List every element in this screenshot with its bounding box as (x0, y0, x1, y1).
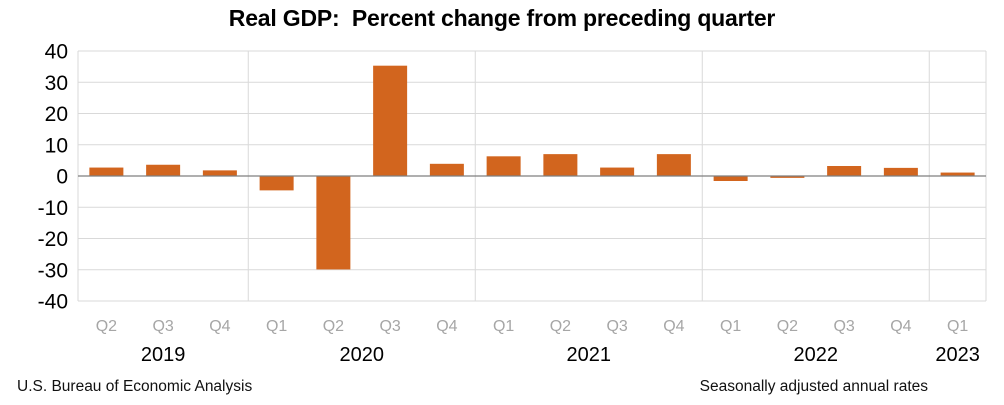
quarter-tick-label: Q3 (152, 318, 173, 335)
quarter-tick-label: Q3 (606, 318, 627, 335)
quarter-tick-label: Q4 (209, 318, 230, 335)
bar (827, 166, 862, 176)
quarter-tick-label: Q1 (266, 318, 287, 335)
bar (940, 172, 975, 176)
year-label: 2020 (340, 344, 385, 366)
chart-title: Real GDP: Percent change from preceding … (228, 5, 776, 31)
quarter-tick-label: Q4 (436, 318, 457, 335)
quarter-tick-label: Q4 (890, 318, 911, 335)
y-tick-label: 30 (45, 72, 68, 95)
quarter-tick-label: Q1 (493, 318, 514, 335)
bar (373, 65, 408, 176)
bar (883, 167, 918, 176)
bar (486, 156, 521, 176)
y-tick-label: 20 (45, 103, 68, 126)
bar (543, 154, 578, 176)
bar (202, 170, 237, 176)
bar (656, 154, 691, 176)
bar (429, 163, 464, 176)
quarter-tick-label: Q2 (323, 318, 344, 335)
y-tick-label: -10 (38, 197, 68, 220)
year-label: 2023 (935, 344, 980, 366)
bar (713, 176, 748, 181)
bar (770, 176, 805, 178)
bar (146, 164, 181, 176)
y-tick-label: 0 (56, 166, 68, 189)
year-label: 2022 (794, 344, 839, 366)
bar (89, 167, 124, 176)
adjustment-note: Seasonally adjusted annual rates (699, 378, 928, 395)
quarter-tick-label: Q2 (550, 318, 571, 335)
bar (259, 176, 294, 191)
source-attribution: U.S. Bureau of Economic Analysis (17, 378, 253, 395)
bar (316, 176, 351, 270)
y-tick-label: -40 (38, 291, 68, 314)
y-tick-label: -30 (38, 259, 68, 282)
y-tick-label: -20 (38, 228, 68, 251)
y-tick-label: 40 (45, 41, 68, 64)
quarter-tick-label: Q2 (777, 318, 798, 335)
quarter-tick-label: Q1 (947, 318, 968, 335)
quarter-tick-label: Q2 (96, 318, 117, 335)
bar (600, 167, 635, 176)
quarter-tick-label: Q3 (379, 318, 400, 335)
quarter-tick-label: Q1 (720, 318, 741, 335)
quarter-tick-label: Q4 (663, 318, 684, 335)
quarter-tick-label: Q3 (833, 318, 854, 335)
year-label: 2019 (141, 344, 186, 366)
year-label: 2021 (567, 344, 612, 366)
y-tick-label: 10 (45, 134, 68, 157)
